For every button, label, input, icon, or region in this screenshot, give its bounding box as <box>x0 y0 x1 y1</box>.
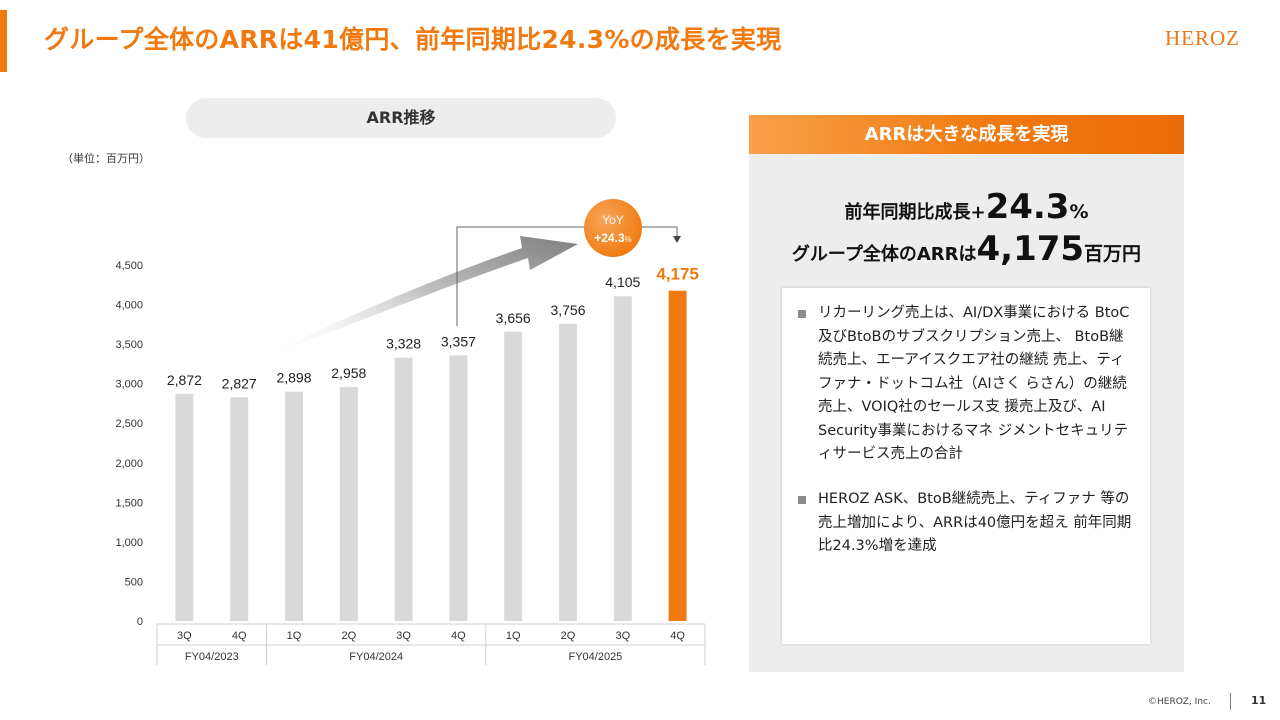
bar-value-label: 2,958 <box>331 365 366 381</box>
bar-value-label: 2,872 <box>167 372 202 388</box>
x-tick-label: 3Q <box>615 630 630 642</box>
growth-highlight-text: 前年同期比成長+ <box>844 202 986 223</box>
bar <box>504 331 523 621</box>
bar <box>175 393 194 621</box>
growth-highlight-unit: % <box>1069 201 1089 223</box>
x-group-label: FY04/2023 <box>185 651 239 663</box>
bar-value-label: 3,656 <box>496 310 531 326</box>
right-summary-panel: ARRは大きな成長を実現 前年同期比成長+24.3% グループ全体のARRは4,… <box>749 115 1184 672</box>
bar <box>339 386 358 621</box>
footer-copyright: ©HEROZ, Inc. <box>1148 697 1211 707</box>
x-group-label: FY04/2025 <box>568 651 622 663</box>
x-tick-label: 3Q <box>177 630 192 642</box>
bar <box>394 357 413 621</box>
heroz-logo: HEROZ <box>1165 26 1240 50</box>
bullet-box: リカーリング売上は、AI/DX事業における BtoC及びBtoBのサブスクリプシ… <box>782 288 1150 644</box>
y-tick-label: 3,000 <box>115 379 143 391</box>
square-bullet-icon <box>798 310 806 318</box>
yoy-badge-value: +24.3% <box>594 231 632 245</box>
x-tick-label: 2Q <box>341 630 356 642</box>
x-tick-label: 4Q <box>451 630 466 642</box>
page-number: 11 <box>1251 694 1267 707</box>
bar-value-label: 2,898 <box>276 370 311 386</box>
x-group-label: FY04/2024 <box>349 651 403 663</box>
bar-value-label: 4,175 <box>656 265 699 284</box>
x-tick-label: 4Q <box>232 630 247 642</box>
yoy-badge <box>584 199 642 257</box>
bullet-text: HEROZ ASK、BtoB継続売上、ティファナ 等の売上増加により、ARRは4… <box>818 491 1132 554</box>
chart-header-pill: ARR推移 <box>186 98 616 138</box>
arr-highlight-unit: 百万円 <box>1084 243 1142 265</box>
bar-value-label: 2,827 <box>222 375 257 391</box>
arr-bar-chart: 2,872 2,827 2,898 2,958 3,328 3,357 3,656 3,756… <box>115 199 706 665</box>
y-tick-label: 4,000 <box>115 300 143 312</box>
title-accent-bar <box>0 10 7 72</box>
growth-arrow <box>262 236 578 357</box>
summary-panel-header-label: ARRは大きな成長を実現 <box>864 124 1069 145</box>
x-tick-label: 3Q <box>396 630 411 642</box>
bar <box>559 323 577 621</box>
bar <box>613 296 632 621</box>
footer-divider <box>1230 693 1231 710</box>
bullet-item: HEROZ ASK、BtoB継続売上、ティファナ 等の売上増加により、ARRは4… <box>796 488 1136 559</box>
unit-label: （単位：百万円） <box>62 152 150 165</box>
y-tick-label: 1,000 <box>115 537 143 549</box>
arr-highlight-text: グループ全体のARRは <box>791 244 977 265</box>
bar-value-label: 3,756 <box>550 302 585 318</box>
bar-highlight <box>668 290 687 621</box>
y-tick-label: 4,500 <box>115 260 143 272</box>
bullet-text: リカーリング売上は、AI/DX事業における BtoC及びBtoBのサブスクリプシ… <box>818 305 1130 462</box>
x-tick-label: 1Q <box>506 630 521 642</box>
bar <box>449 355 468 621</box>
y-tick-label: 3,500 <box>115 339 143 351</box>
arr-highlight: グループ全体のARRは4,175百万円 <box>749 229 1184 269</box>
bullet-item: リカーリング売上は、AI/DX事業における BtoC及びBtoBのサブスクリプシ… <box>796 302 1136 467</box>
y-tick-label: 500 <box>125 576 143 588</box>
x-tick-label: 1Q <box>287 630 302 642</box>
x-tick-label: 4Q <box>670 630 685 642</box>
bar-value-label: 4,105 <box>605 274 640 290</box>
yoy-badge-label: YoY <box>602 213 624 227</box>
page-title: グループ全体のARRは41億円、前年同期比24.3%の成長を実現 <box>44 25 782 54</box>
growth-highlight-number: 24.3 <box>985 187 1070 227</box>
y-tick-label: 1,500 <box>115 497 143 509</box>
square-bullet-icon <box>798 496 806 504</box>
yoy-badge-percent: % <box>625 235 632 244</box>
chart-header-label: ARR推移 <box>366 108 436 127</box>
growth-highlight: 前年同期比成長+24.3% <box>749 187 1184 227</box>
summary-panel-header: ARRは大きな成長を実現 <box>749 115 1184 154</box>
y-tick-label: 2,000 <box>115 458 143 470</box>
bar-value-label: 3,357 <box>441 333 476 349</box>
bar-value-label: 3,328 <box>386 336 421 352</box>
x-tick-label: 2Q <box>561 630 576 642</box>
bar <box>285 391 303 621</box>
yoy-bracket-arrowhead <box>673 236 681 243</box>
yoy-badge-number: +24.3 <box>594 231 625 245</box>
y-tick-label: 0 <box>137 616 143 628</box>
yoy-bracket <box>456 226 678 326</box>
bar <box>230 397 249 621</box>
y-tick-label: 2,500 <box>115 418 143 430</box>
arr-highlight-number: 4,175 <box>976 229 1085 269</box>
